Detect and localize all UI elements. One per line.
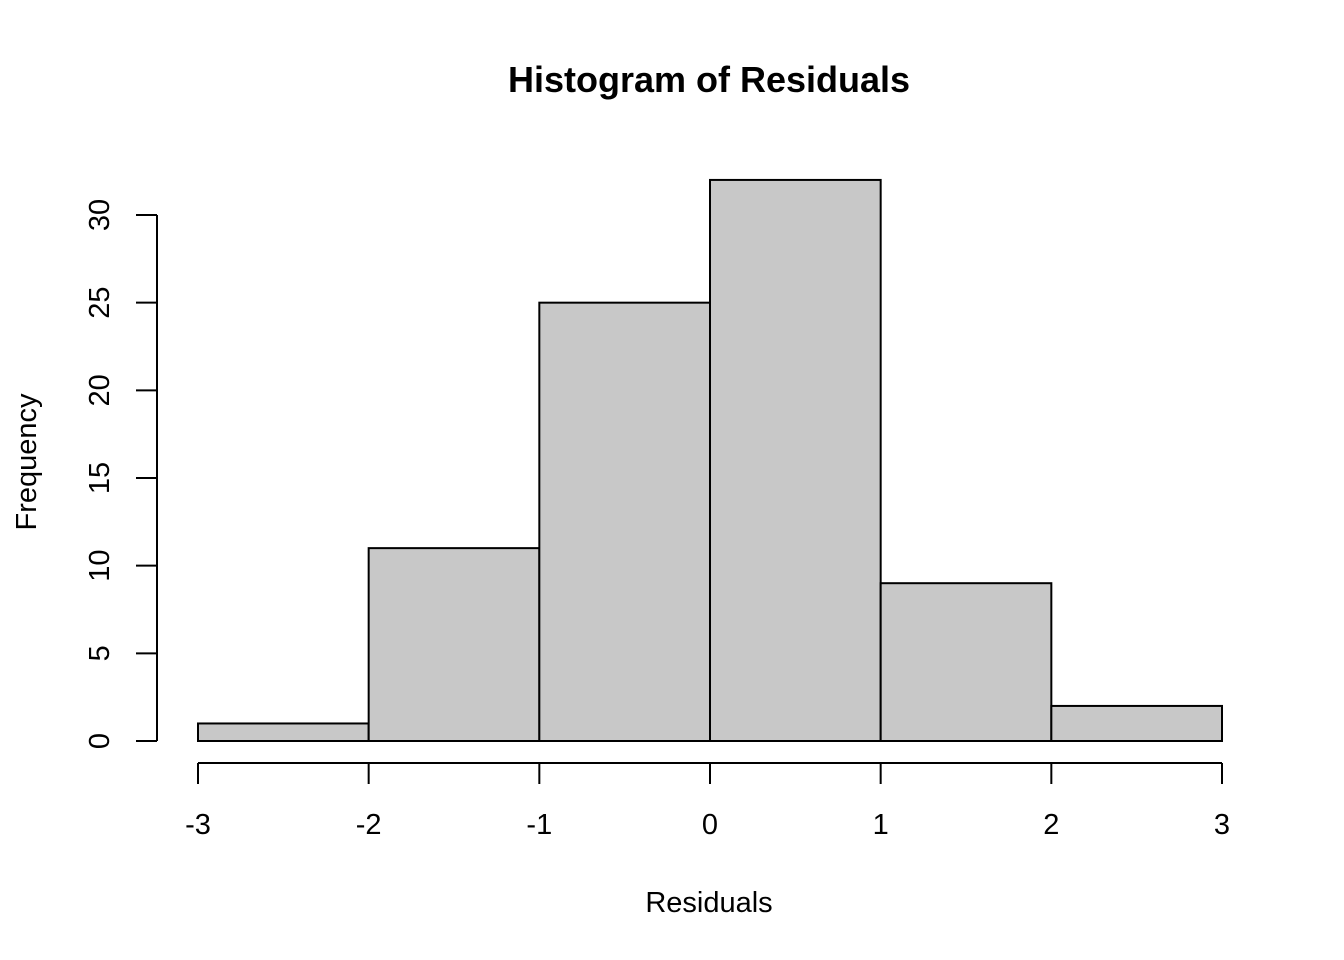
- x-tick-label: 0: [702, 809, 718, 841]
- x-tick-label: 3: [1214, 809, 1230, 841]
- y-tick-label: 30: [84, 199, 116, 231]
- bar-4: [879, 582, 1053, 743]
- y-axis-label: Frequency: [11, 393, 43, 531]
- y-tick-label: 25: [84, 287, 116, 319]
- y-tick-label: 20: [84, 374, 116, 406]
- y-tick-label: 15: [84, 462, 116, 494]
- x-axis-label: Residuals: [645, 887, 772, 919]
- bar-2: [538, 301, 711, 742]
- x-tick-label: -2: [356, 809, 382, 841]
- bar-0: [197, 722, 370, 743]
- x-tick-label: 2: [1043, 809, 1059, 841]
- chart-title: Histogram of Residuals: [508, 59, 910, 100]
- x-tick-label: -3: [185, 809, 211, 841]
- x-tick-label: -1: [526, 809, 552, 841]
- bar-1: [367, 547, 541, 743]
- x-tick-label: 1: [873, 809, 889, 841]
- bars-group: [197, 178, 1224, 743]
- y-axis: 0 5 10 15 20 25 30: [84, 199, 158, 749]
- bar-3: [709, 178, 882, 742]
- y-tick-label: 10: [84, 550, 116, 582]
- bar-5: [1050, 704, 1224, 743]
- y-tick-label: 5: [84, 645, 116, 661]
- x-axis: -3 -2 -1 0 1 2 3: [185, 762, 1230, 841]
- y-tick-label: 0: [84, 733, 116, 749]
